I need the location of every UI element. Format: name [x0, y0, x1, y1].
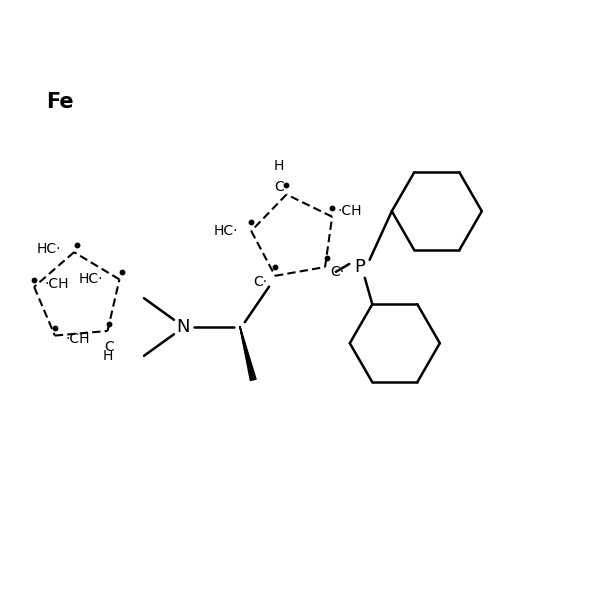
Text: H: H: [274, 158, 284, 173]
Text: ·CH: ·CH: [338, 204, 362, 218]
Text: P: P: [355, 258, 365, 276]
Text: C: C: [274, 180, 284, 194]
Text: C·: C·: [253, 275, 267, 289]
Text: C: C: [104, 340, 113, 353]
Text: C·: C·: [330, 265, 344, 279]
Text: HC·: HC·: [37, 242, 61, 256]
Text: HC·: HC·: [214, 224, 238, 238]
Text: H: H: [103, 349, 113, 363]
Text: N: N: [176, 318, 190, 336]
Text: HC·: HC·: [79, 272, 103, 286]
Text: ·CH: ·CH: [45, 277, 69, 291]
Text: ·CH: ·CH: [65, 332, 90, 346]
Text: Fe: Fe: [46, 92, 74, 112]
